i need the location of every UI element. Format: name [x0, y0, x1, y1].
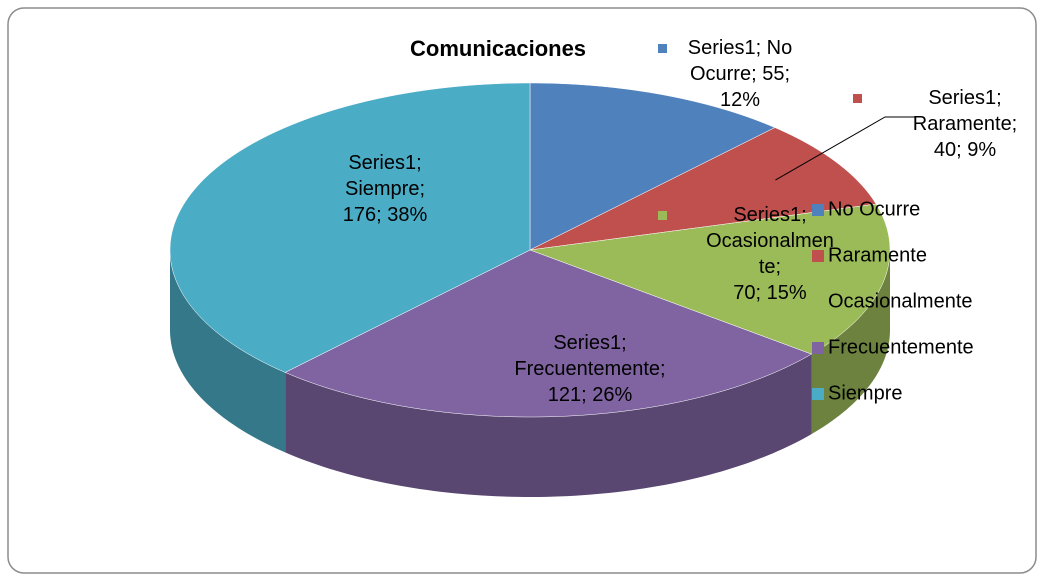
data-label-line: 40; 9% — [934, 139, 996, 161]
data-label: Series1; Siempre; 176; 38% — [343, 152, 428, 226]
label-marker — [478, 339, 487, 348]
leader-line — [775, 116, 915, 181]
slice-side — [170, 250, 286, 453]
slice — [529, 203, 891, 355]
slice — [169, 82, 531, 373]
data-label-line: Series1; — [348, 152, 421, 174]
label-marker — [273, 159, 282, 168]
legend-label: Siempre — [828, 382, 902, 404]
data-label-line: Siempre; — [345, 178, 425, 200]
legend-swatch — [812, 388, 824, 400]
data-label: Series1; Raramente; 40; 9% — [913, 87, 1018, 161]
slice-side — [811, 250, 890, 435]
data-label-line: Ocurre; 55; — [690, 63, 790, 85]
data-label-line: Series1; — [733, 204, 806, 226]
legend-label: Frecuentemente — [828, 336, 974, 358]
data-label-line: Series1; — [928, 87, 1001, 109]
slice-side — [285, 354, 812, 497]
slice — [529, 127, 877, 251]
data-label-line: 70; 15% — [733, 282, 807, 304]
legend-label: Ocasionalmente — [828, 290, 973, 312]
data-label: Series1; Frecuentemente; 121; 26% — [514, 332, 665, 406]
data-label: Series1; No Ocurre; 55; 12% — [688, 37, 793, 111]
legend-swatch — [812, 342, 824, 354]
label-marker — [658, 211, 667, 220]
data-label-line: 12% — [720, 89, 760, 111]
data-label-line: Series1; — [553, 332, 626, 354]
legend-label: No Ocurre — [828, 198, 920, 220]
data-label-line: te; — [759, 256, 781, 278]
data-label-line: Ocasionalmen — [706, 230, 834, 252]
data-label-line: 121; 26% — [548, 384, 633, 406]
legend-swatch — [812, 296, 824, 308]
data-label-line: Series1; No — [688, 37, 793, 59]
slice — [529, 82, 776, 251]
data-label-line: Frecuentemente; — [514, 358, 665, 380]
data-label-line: 176; 38% — [343, 204, 428, 226]
legend-swatch — [812, 250, 824, 262]
label-marker — [853, 94, 862, 103]
data-label-line: Raramente; — [913, 113, 1018, 135]
legend-label: Raramente — [828, 244, 927, 266]
legend-swatch — [812, 204, 824, 216]
chart-title: Comunicaciones — [410, 36, 586, 61]
slice — [284, 249, 813, 418]
data-label: Series1; Ocasionalmen te; 70; 15% — [706, 204, 834, 304]
label-marker — [658, 44, 667, 53]
